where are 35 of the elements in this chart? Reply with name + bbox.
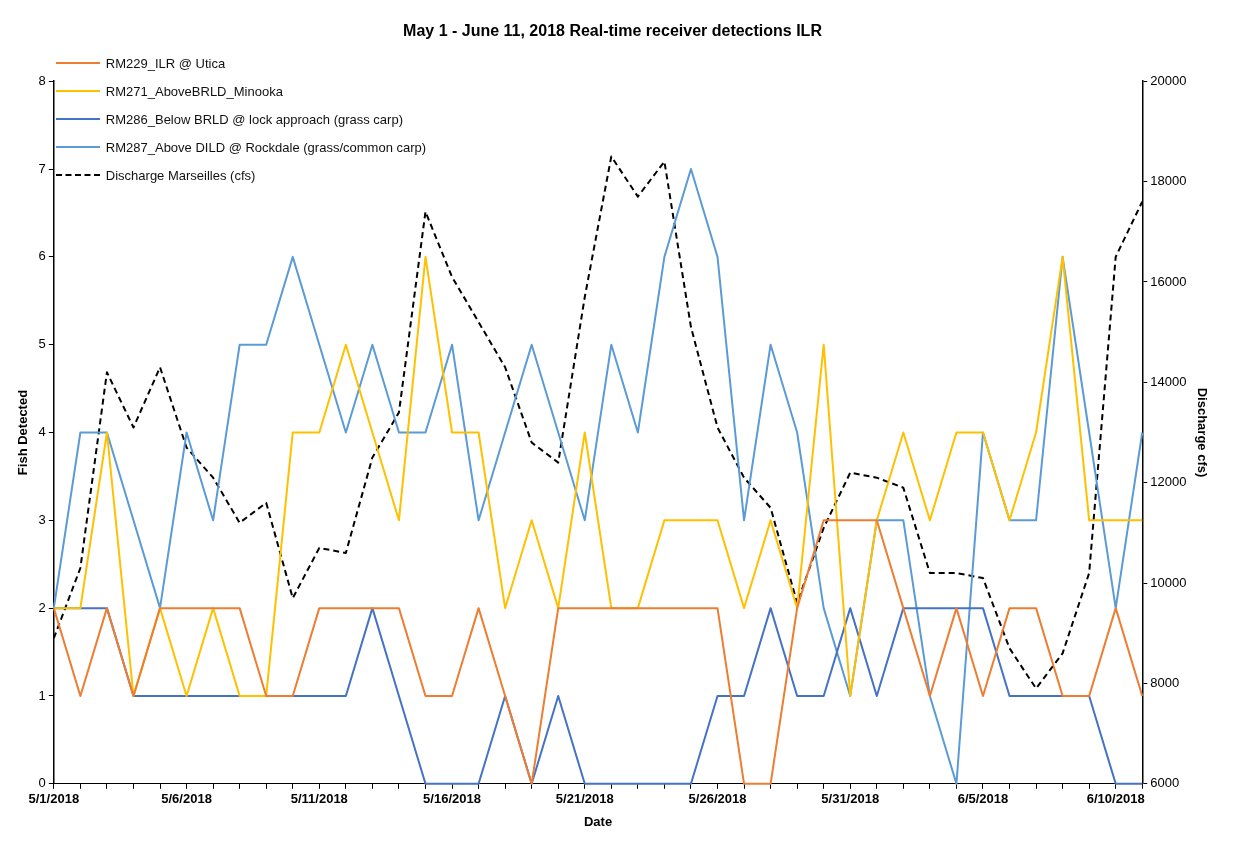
x-tick-label: 5/6/2018: [161, 791, 212, 807]
y2-tick-label: 14000: [1150, 373, 1187, 389]
y-tick-label: 4: [38, 424, 46, 440]
legend-label: RM287_Above DILD @ Rockdale (grass/common carp): [105, 139, 427, 155]
y2-tick-label: 10000: [1150, 574, 1187, 590]
y-axis-title: Fish Detected: [15, 389, 31, 476]
y-tick-label: 5: [38, 336, 46, 352]
y-tick-label: 2: [38, 599, 46, 615]
legend-label: RM271_AboveBRLD_Minooka: [105, 83, 283, 99]
x-tick-label: 5/21/2018: [555, 791, 614, 807]
y-tick-label: 3: [38, 511, 46, 527]
y-tick-label: 1: [38, 687, 46, 703]
x-tick-label: 5/1/2018: [28, 791, 80, 807]
x-axis-title: Date: [583, 813, 613, 829]
y2-tick-label: 16000: [1150, 273, 1187, 289]
x-tick-label: 5/16/2018: [423, 791, 481, 807]
y2-tick-label: 12000: [1150, 474, 1187, 490]
y-tick-label: 7: [38, 160, 46, 176]
y-tick-label: 0: [38, 775, 46, 791]
legend-label: RM229_ILR @ Utica: [105, 55, 226, 71]
y2-tick-label: 8000: [1150, 675, 1180, 691]
y2-axis-title: Discharge cfs): [1194, 387, 1210, 478]
legend-label: Discharge Marseilles (cfs): [105, 167, 256, 183]
y-tick-label: 6: [38, 248, 46, 264]
x-tick-label: 5/26/2018: [688, 791, 747, 807]
x-tick-label: 5/11/2018: [290, 791, 348, 807]
y-tick-label: 8: [38, 72, 46, 88]
chart-title: May 1 - June 11, 2018 Real-time receiver detections ILR: [403, 22, 823, 40]
y2-tick-label: 6000: [1150, 775, 1180, 791]
y2-tick-label: 18000: [1150, 173, 1187, 189]
x-tick-label: 5/31/2018: [821, 791, 880, 807]
y2-tick-label: 20000: [1150, 72, 1187, 88]
legend-label: RM286_Below BRLD @ lock approach (grass carp): [105, 111, 403, 127]
x-tick-label: 6/5/2018: [957, 791, 1009, 807]
x-tick-label: 6/10/2018: [1086, 791, 1145, 807]
